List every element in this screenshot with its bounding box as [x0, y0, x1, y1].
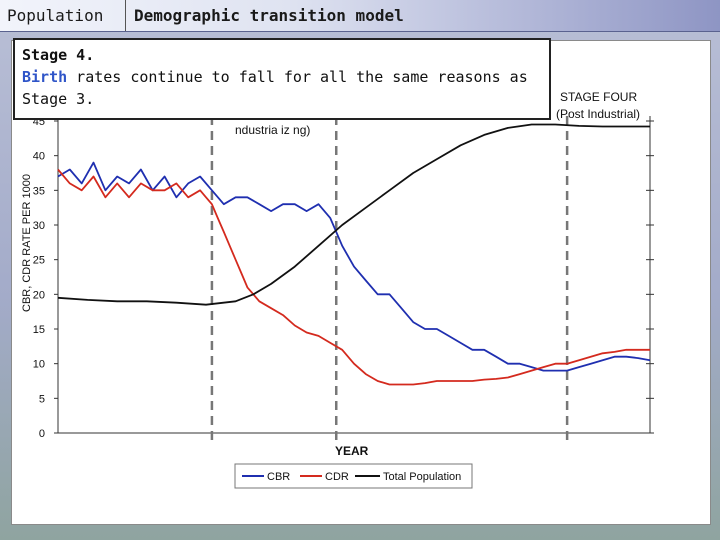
tab-population[interactable]: Population — [0, 0, 126, 31]
y-tick-label: 0 — [39, 428, 45, 440]
legend: CBR CDR Total Population — [234, 463, 473, 489]
info-box-line1-text: rates continue to fall for all the same … — [67, 68, 528, 86]
y-tick-label: 30 — [33, 220, 45, 232]
y-tick-label: 35 — [33, 185, 45, 197]
slide-title: Demographic transition model — [128, 0, 404, 31]
x-axis-title: YEAR — [335, 444, 369, 458]
info-box-title: Stage 4. — [22, 46, 95, 64]
info-box-accent-word: Birth — [22, 68, 68, 86]
y-axis-title: CBR, CDR RATE PER 1000 — [21, 174, 33, 312]
y-tick-label: 25 — [33, 255, 45, 267]
stage-three-partial-label: ndustria iz ng) — [235, 123, 310, 137]
slide-title-label: Demographic transition model — [134, 6, 404, 25]
title-bar: Population Demographic transition model — [0, 0, 720, 32]
stage-four-title: STAGE FOUR — [560, 90, 637, 104]
y-tick-label: 10 — [33, 359, 45, 371]
series-line-cbr — [57, 161, 651, 372]
stage-info-box: Stage 4. Birth rates continue to fall fo… — [13, 38, 551, 120]
chart-frame — [11, 40, 711, 525]
legend-cdr: CDR — [325, 471, 349, 483]
legend-cbr: CBR — [267, 471, 290, 483]
y-tick-label: 40 — [33, 151, 45, 163]
series-line-cdr — [57, 168, 650, 386]
legend-total-population: Total Population — [383, 471, 461, 483]
stage-four-subtitle: (Post Industrial) — [556, 107, 640, 121]
series-lines — [57, 123, 651, 386]
tab-population-label: Population — [7, 6, 104, 25]
y-tick-label: 5 — [39, 393, 45, 405]
series-line-total-population — [57, 123, 650, 306]
y-tick-label: 15 — [33, 324, 45, 336]
info-box-line2: Stage 3. — [22, 90, 95, 108]
stage-dividers — [210, 116, 569, 443]
info-box-line1: Birth rates continue to fall for all the… — [22, 66, 542, 88]
y-tick-label: 20 — [33, 289, 45, 301]
